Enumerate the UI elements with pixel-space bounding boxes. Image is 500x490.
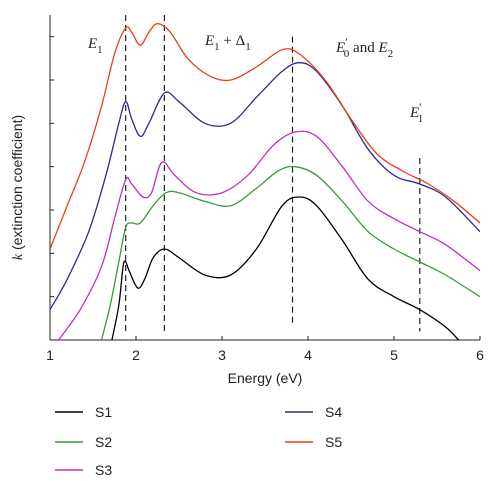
legend-item-s3: S3 — [55, 462, 112, 478]
x-tick-label: 4 — [304, 347, 312, 363]
annotation-e1p: E′ 1 — [409, 100, 423, 125]
x-axis-label: Energy (eV) — [228, 370, 303, 386]
series-line-s2 — [100, 165, 480, 340]
x-tick-label: 6 — [476, 347, 484, 363]
x-axis-ticks: 1 2 3 4 5 6 — [46, 336, 484, 363]
legend-label: S2 — [95, 434, 112, 450]
x-tick-label: 2 — [132, 347, 140, 363]
x-tick-label: 3 — [218, 347, 226, 363]
series-line-s5 — [50, 23, 480, 250]
annotation-e0e2: E′ 0 and E2 — [335, 35, 393, 60]
plot-frame — [49, 15, 480, 341]
legend-label: S5 — [325, 434, 342, 450]
legend-item-s2: S2 — [55, 434, 112, 450]
legend-label: S3 — [95, 462, 112, 478]
legend-item-s5: S5 — [285, 434, 342, 450]
legend: S1 S4 S2 S5 S3 — [55, 404, 342, 478]
legend-item-s4: S4 — [285, 404, 342, 420]
series-line-s1 — [111, 196, 459, 340]
legend-label: S1 — [95, 404, 112, 420]
legend-item-s1: S1 — [55, 404, 112, 420]
annotation-e1d1: E1 + Δ1 — [204, 33, 251, 53]
x-tick-label: 1 — [46, 347, 54, 363]
x-tick-label: 5 — [390, 347, 398, 363]
reference-lines — [125, 15, 421, 332]
annotation-e1: E1 — [87, 36, 103, 56]
series-layer — [50, 23, 480, 340]
annotations-layer: E1 E1 + Δ1 E′ 0 and E2 E′ 1 — [87, 33, 423, 125]
series-line-s3 — [58, 130, 480, 340]
legend-label: S4 — [325, 404, 342, 420]
y-axis-label: k (extinction coefficient) — [9, 115, 26, 260]
series-line-s4 — [50, 62, 480, 311]
